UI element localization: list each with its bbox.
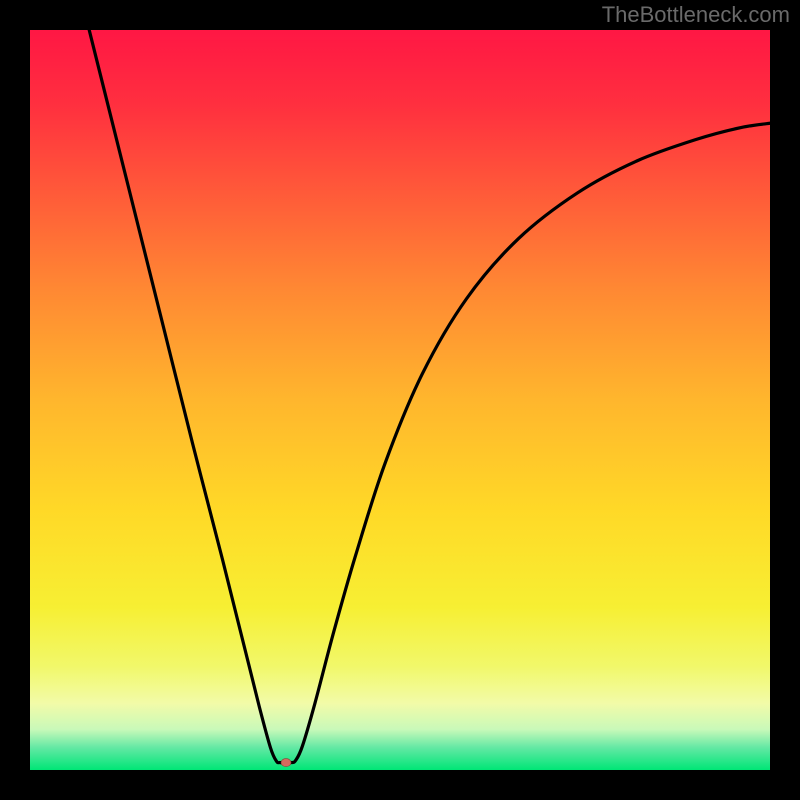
minimum-marker bbox=[281, 759, 291, 767]
chart-frame: TheBottleneck.com bbox=[0, 0, 800, 800]
chart-background bbox=[30, 30, 770, 770]
chart-plot-area bbox=[30, 30, 770, 770]
chart-svg bbox=[30, 30, 770, 770]
watermark-text: TheBottleneck.com bbox=[602, 2, 790, 28]
